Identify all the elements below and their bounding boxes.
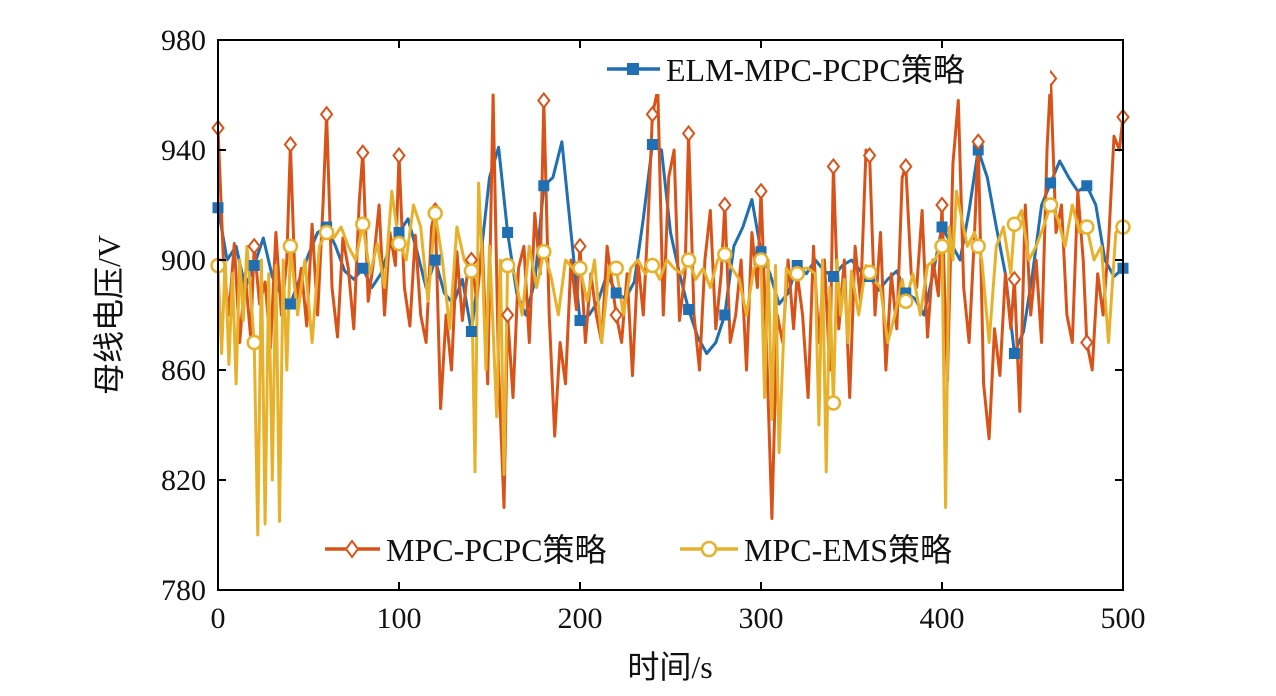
x-axis: 0 100 200 300 400 500	[211, 40, 1146, 635]
data-point-pcpc	[537, 91, 551, 110]
data-point-ems	[934, 238, 950, 254]
data-point-elm	[574, 315, 586, 326]
legend-marker-elm	[627, 63, 639, 75]
data-point-elm	[755, 246, 767, 258]
x-tick-label: 500	[1101, 602, 1146, 635]
data-point-elm	[393, 227, 405, 238]
x-tick-label: 100	[377, 602, 422, 635]
data-point-pcpc	[500, 306, 515, 324]
data-point-pcpc	[356, 144, 370, 162]
legend-top-bg	[595, 48, 1050, 94]
x-tick-label: 200	[558, 602, 603, 635]
data-point-ems	[861, 264, 878, 281]
legend-label-ems: MPC-EMS策略	[744, 532, 952, 568]
data-point-ems	[282, 238, 299, 254]
data-point-ems	[499, 257, 516, 274]
data-point-pcpc	[971, 133, 985, 151]
data-point-ems	[608, 260, 624, 276]
data-point-ems	[970, 238, 986, 254]
data-point-pcpc	[862, 146, 877, 165]
data-point-ems	[898, 293, 914, 309]
data-point-ems	[572, 260, 588, 276]
data-point-ems	[680, 252, 697, 268]
data-point-elm	[610, 287, 622, 299]
legend-marker-pcpc	[344, 539, 360, 559]
plot-frame	[217, 39, 1124, 591]
data-point-elm	[502, 227, 514, 238]
data-point-ems	[318, 224, 335, 241]
data-point-elm	[284, 298, 296, 310]
y-tick-label: 980	[161, 24, 206, 57]
data-point-elm	[248, 260, 260, 271]
marker-layer	[210, 69, 1131, 411]
legend-label-elm: ELM-MPC-PCPC策略	[666, 52, 965, 88]
legend-bottom: MPC-PCPC策略 MPC-EMS策略	[320, 528, 1010, 574]
data-point-ems	[1006, 216, 1023, 232]
data-point-pcpc	[935, 196, 949, 214]
data-point-elm	[900, 287, 912, 299]
data-point-pcpc	[1080, 333, 1094, 352]
legend-marker-ems	[700, 540, 718, 558]
data-point-ems	[717, 246, 733, 263]
data-point-pcpc	[718, 196, 732, 214]
data-point-elm	[1045, 177, 1057, 189]
y-tick-label: 860	[161, 354, 206, 387]
data-point-pcpc	[609, 306, 623, 324]
data-point-elm	[357, 262, 369, 274]
data-point-elm	[538, 180, 550, 192]
data-point-elm	[429, 254, 441, 266]
x-tick-label: 400	[920, 602, 965, 635]
series-line-pcpc	[218, 77, 1123, 520]
y-tick-label: 900	[161, 244, 206, 277]
data-point-ems	[1042, 197, 1059, 213]
x-axis-title: 时间/s	[627, 649, 712, 685]
data-point-ems	[644, 257, 661, 274]
data-point-ems	[1079, 219, 1095, 235]
y-tick-label: 940	[161, 134, 206, 167]
y-axis: 780 820 860 900 940 980	[161, 24, 1123, 607]
data-point-pcpc	[283, 135, 298, 154]
data-point-pcpc	[826, 157, 841, 176]
y-tick-label: 780	[161, 574, 206, 607]
data-point-ems	[427, 205, 443, 221]
data-point-pcpc	[247, 237, 261, 255]
data-point-ems	[246, 334, 262, 351]
data-point-ems	[463, 263, 480, 279]
data-point-elm	[1081, 180, 1093, 192]
data-point-ems	[355, 216, 371, 232]
data-point-elm	[646, 139, 658, 150]
data-point-ems	[789, 266, 805, 282]
legend-bottom-bg	[320, 528, 1010, 574]
data-point-pcpc	[1007, 270, 1022, 288]
x-tick-label: 300	[739, 602, 784, 635]
data-point-ems	[825, 395, 842, 411]
data-point-pcpc	[392, 146, 406, 165]
data-point-pcpc	[899, 157, 913, 176]
data-point-ems	[536, 244, 552, 260]
series-layer	[218, 77, 1123, 537]
data-point-elm	[936, 221, 948, 233]
data-point-pcpc	[319, 105, 334, 123]
data-point-elm	[827, 271, 839, 282]
y-axis-title: 母线电压/V	[91, 235, 127, 395]
data-point-elm	[719, 309, 731, 321]
data-point-ems	[391, 235, 407, 252]
data-point-ems	[753, 252, 769, 268]
legend-top: ELM-MPC-PCPC策略	[595, 48, 1050, 94]
data-point-elm	[465, 326, 477, 337]
data-point-elm	[683, 304, 695, 315]
x-tick-label: 0	[211, 602, 226, 635]
legend-label-pcpc: MPC-PCPC策略	[386, 532, 607, 568]
data-point-pcpc	[681, 124, 696, 143]
y-tick-label: 820	[161, 464, 206, 497]
data-point-pcpc	[754, 182, 768, 200]
data-point-elm	[1008, 348, 1020, 359]
data-point-pcpc	[645, 105, 660, 123]
data-point-pcpc	[573, 237, 587, 255]
